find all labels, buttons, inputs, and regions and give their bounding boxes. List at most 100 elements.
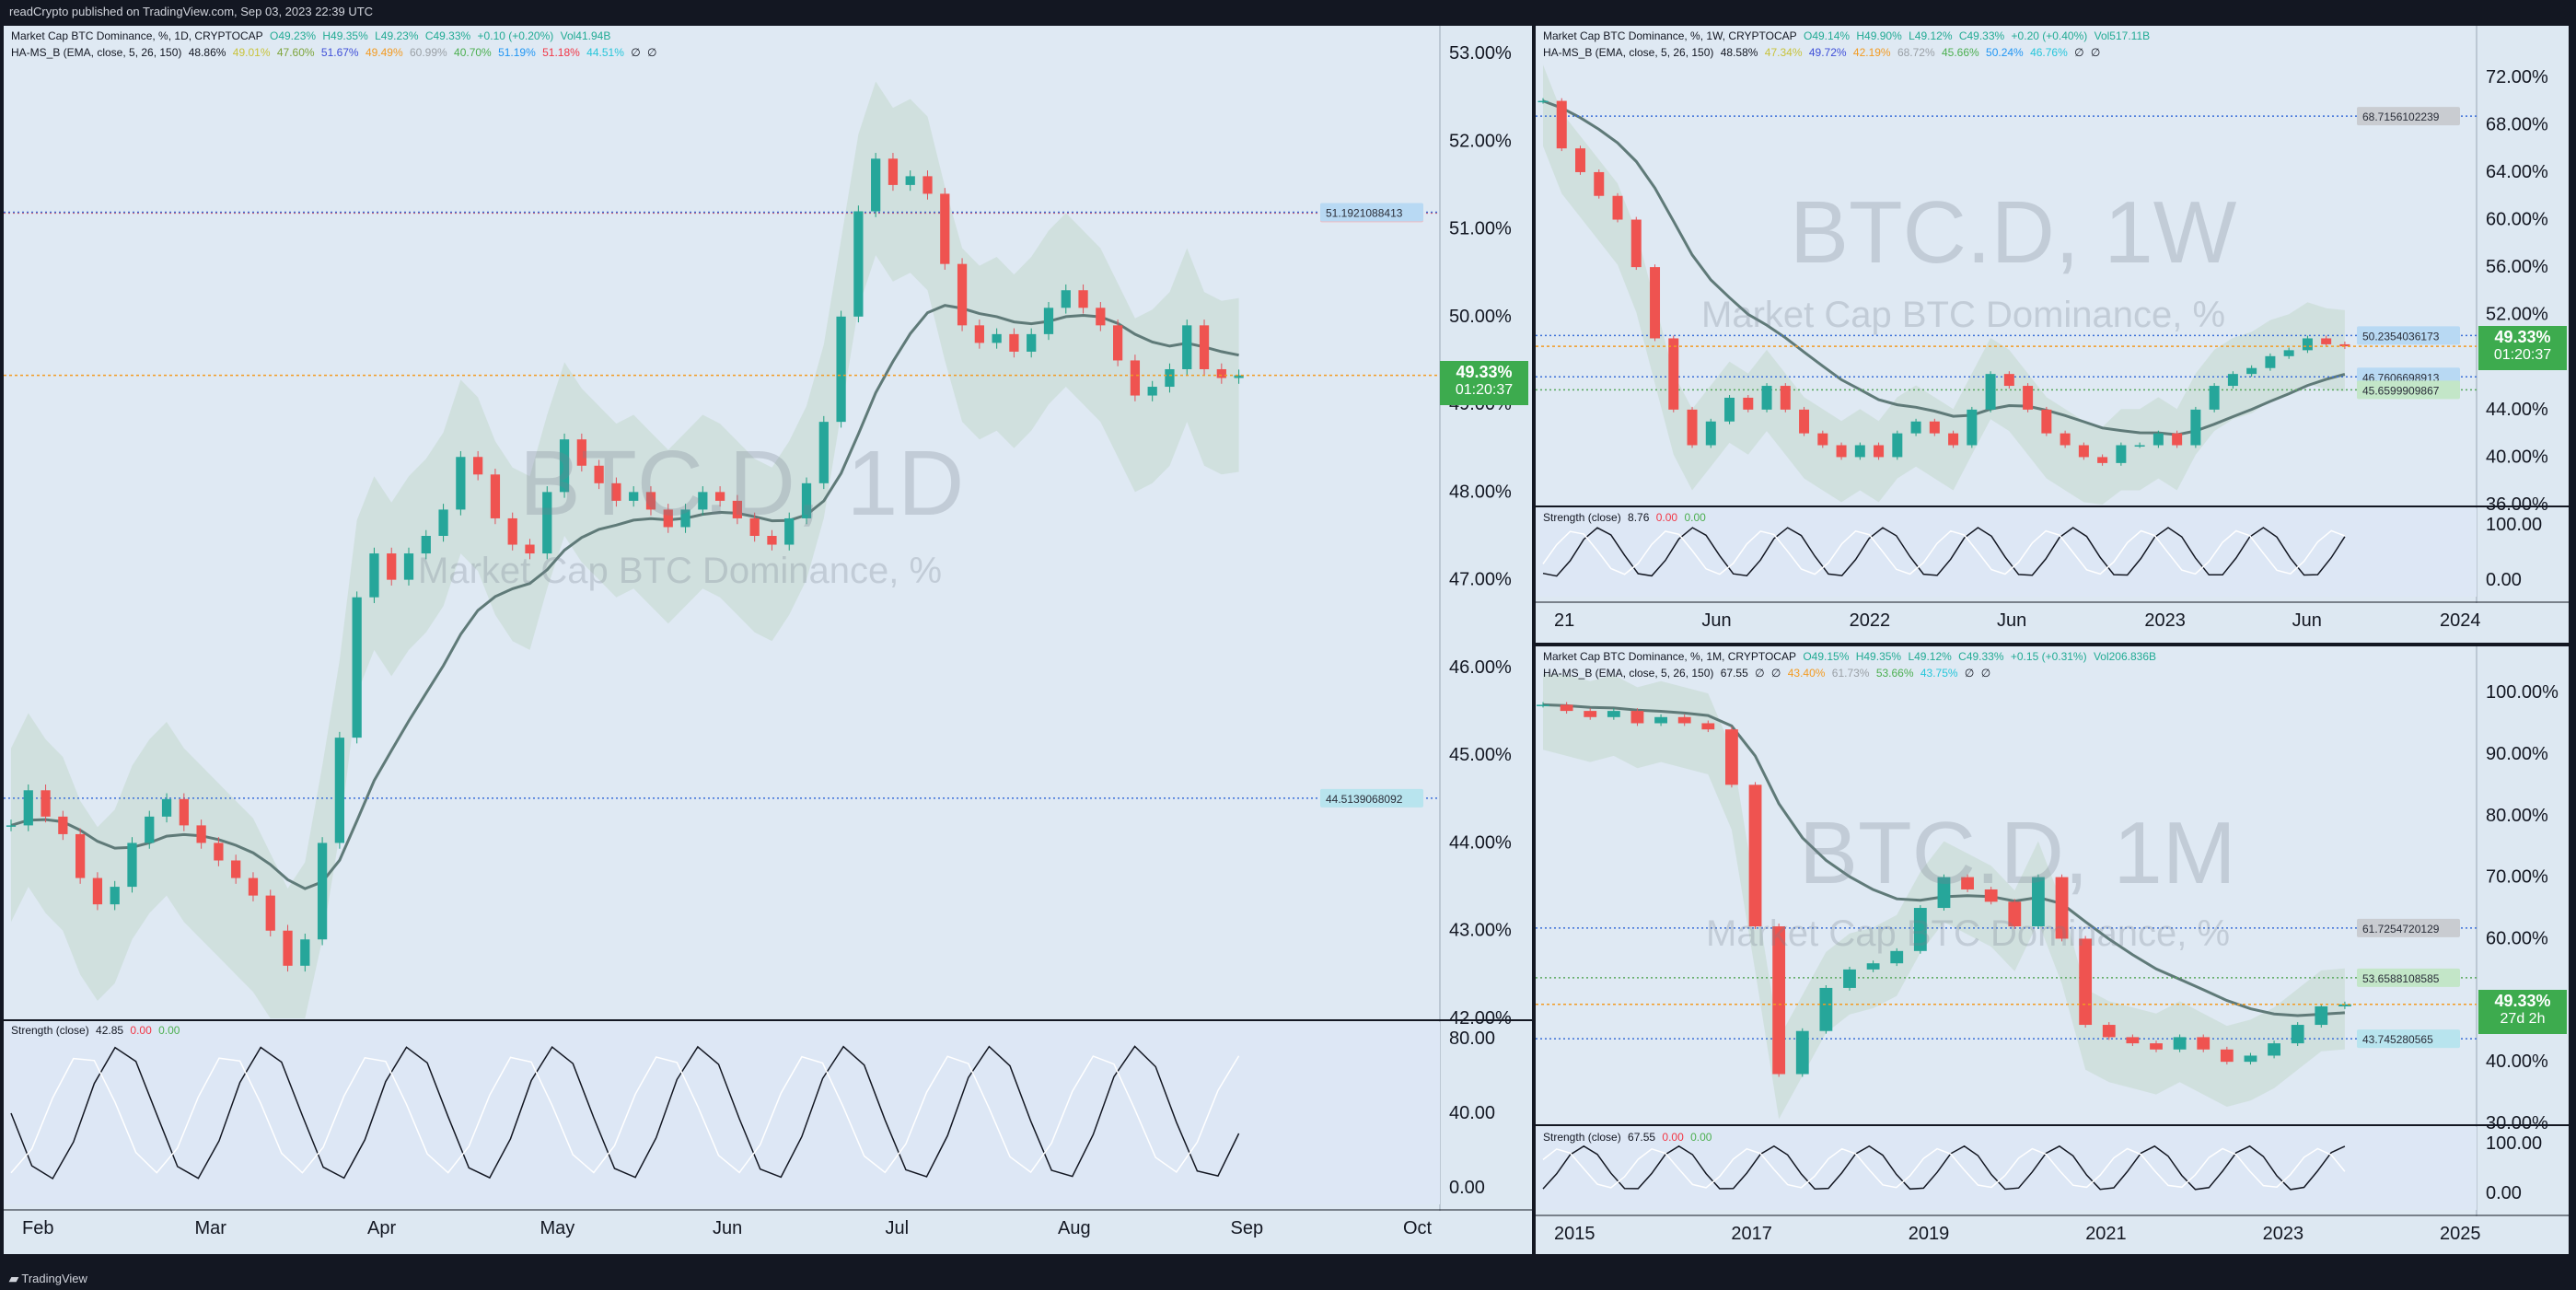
monthly-ind-v4: 61.73%	[1831, 667, 1870, 680]
weekly-candle-1	[1556, 100, 1567, 149]
weekly-y-tick-0: 72.00%	[2486, 67, 2548, 87]
monthly-high: H49.35%	[1855, 650, 1902, 663]
daily-osc-line-2	[10, 1055, 1240, 1174]
monthly-x-tick-1: 2017	[1731, 1224, 1772, 1244]
daily-candle-49	[853, 211, 864, 317]
monthly-chart-svg[interactable]: 100.00%90.00%80.00%70.00%60.00%50.00%40.…	[1536, 646, 2569, 1254]
daily-chart-panel[interactable]: 53.00%52.00%51.00%50.00%49.00%48.00%47.0…	[4, 26, 1532, 1254]
monthly-candle-29	[2220, 1049, 2234, 1063]
weekly-y-tick-1: 68.00%	[2486, 114, 2548, 134]
monthly-candle-17	[1937, 877, 1951, 909]
weekly-y-tick-8: 40.00%	[2486, 447, 2548, 467]
daily-candle-63	[1096, 308, 1106, 326]
weekly-x-tick-1: Jun	[1701, 610, 1731, 631]
monthly-ind-v0: 67.55	[1720, 667, 1748, 680]
daily-level-label-2: 44.5139068092	[1326, 793, 1403, 806]
daily-x-tick-8: Oct	[1403, 1218, 1433, 1238]
monthly-ind-v5: 53.66%	[1875, 667, 1914, 680]
weekly-candle-22	[1948, 433, 1959, 446]
weekly-candle-36	[2209, 386, 2220, 410]
tradingview-footer: ▰ TradingView	[0, 1268, 2576, 1290]
weekly-osc-legend: Strength (close) 8.76 0.00 0.00	[1543, 511, 1710, 524]
weekly-level-label-3: 45.6599909867	[2362, 384, 2440, 397]
daily-candle-34	[594, 465, 604, 483]
weekly-ind-v3: 42.19%	[1852, 46, 1891, 59]
daily-ind-v9: 44.51%	[586, 46, 624, 59]
daily-candle-38	[663, 509, 673, 528]
weekly-candle-14	[1799, 409, 1810, 434]
daily-candle-64	[1112, 325, 1123, 361]
monthly-ind-v3: 43.40%	[1787, 667, 1826, 680]
monthly-candle-9	[1748, 784, 1762, 927]
daily-candle-50	[871, 158, 881, 212]
monthly-osc-line	[1542, 1145, 2346, 1191]
daily-price-axis-bg	[1440, 26, 1532, 1254]
weekly-candle-28	[2060, 433, 2071, 446]
weekly-y-tick-7: 44.00%	[2486, 400, 2548, 420]
monthly-osc-v2: 0.00	[1662, 1131, 1684, 1144]
daily-candle-19	[334, 738, 345, 843]
daily-x-tick-3: May	[540, 1218, 575, 1238]
daily-ind-v6: 40.70%	[454, 46, 492, 59]
daily-ind-v8: 51.18%	[542, 46, 580, 59]
monthly-title: Market Cap BTC Dominance, %, 1M, CRYPTOC…	[1543, 650, 1796, 663]
daily-osc-bg	[4, 1022, 1440, 1204]
daily-ind-v10: ∅	[631, 46, 641, 59]
daily-y-tick-7: 46.00%	[1449, 657, 1512, 678]
daily-y-tick-0: 53.00%	[1449, 43, 1512, 64]
daily-candle-43	[749, 517, 760, 536]
daily-candle-17	[300, 939, 310, 966]
daily-last-price: 49.33%	[1456, 363, 1513, 381]
daily-candle-61	[1061, 290, 1071, 308]
daily-candle-11	[196, 825, 206, 843]
weekly-chart-panel[interactable]: 72.00%68.00%64.00%60.00%56.00%52.00%48.0…	[1536, 26, 2569, 643]
daily-candle-27	[473, 457, 483, 475]
weekly-level-label-0: 68.7156102239	[2362, 110, 2440, 123]
monthly-candle-32	[2291, 1025, 2304, 1044]
monthly-y-tick-4: 60.00%	[2486, 928, 2548, 948]
weekly-y-tick-9: 36.00%	[2486, 494, 2548, 515]
daily-ind-v11: ∅	[647, 46, 657, 59]
weekly-indicator-name: HA-MS_B (EMA, close, 5, 26, 150)	[1543, 46, 1714, 59]
daily-change: +0.10 (+0.20%)	[477, 29, 554, 42]
monthly-candle-3	[1607, 711, 1620, 717]
weekly-osc-line-2	[1542, 529, 2346, 575]
daily-indicator-name: HA-MS_B (EMA, close, 5, 26, 150)	[11, 46, 182, 59]
daily-chart-svg[interactable]: 53.00%52.00%51.00%50.00%49.00%48.00%47.0…	[4, 26, 1532, 1254]
daily-candle-46	[801, 482, 812, 518]
weekly-candle-32	[2134, 445, 2145, 447]
daily-candle-45	[784, 517, 795, 545]
monthly-level-label-bg-0	[2357, 918, 2460, 937]
monthly-legend-indicator: HA-MS_B (EMA, close, 5, 26, 150) 67.55 ∅…	[1543, 667, 1994, 680]
weekly-candle-42	[2321, 338, 2332, 344]
daily-volume: Vol41.94B	[560, 29, 611, 42]
monthly-y-tick-1: 90.00%	[2486, 744, 2548, 764]
daily-candle-6	[110, 887, 120, 905]
daily-candle-71	[1234, 375, 1244, 378]
daily-candle-25	[438, 509, 448, 536]
daily-open: O49.23%	[270, 29, 317, 42]
monthly-plot-bg	[1536, 646, 2477, 1123]
daily-ind-v1: 49.01%	[232, 46, 271, 59]
weekly-x-tick-5: Jun	[2292, 610, 2322, 631]
weekly-ind-v9: ∅	[2090, 46, 2101, 59]
daily-candle-41	[714, 492, 725, 501]
daily-level-label-bg-1	[1320, 203, 1423, 222]
daily-y-tick-9: 44.00%	[1449, 832, 1512, 853]
weekly-level-label-bg-0	[2357, 107, 2460, 126]
weekly-candle-18	[1874, 445, 1885, 458]
monthly-candle-19	[1984, 889, 1998, 902]
daily-x-tick-6: Aug	[1058, 1218, 1091, 1238]
daily-osc-legend: Strength (close) 42.85 0.00 0.00	[11, 1024, 183, 1037]
daily-candle-55	[957, 263, 968, 326]
daily-x-tick-4: Jun	[713, 1218, 742, 1238]
monthly-chart-panel[interactable]: 100.00%90.00%80.00%70.00%60.00%50.00%40.…	[1536, 646, 2569, 1254]
daily-candle-37	[645, 492, 656, 510]
weekly-x-axis-bg	[1536, 603, 2569, 643]
weekly-last-price-tag: 49.33% 01:20:37	[2478, 326, 2567, 370]
daily-legend-title: Market Cap BTC Dominance, %, 1D, CRYPTOC…	[11, 29, 614, 42]
monthly-last-price-tag: 49.33% 27d 2h	[2478, 990, 2567, 1034]
weekly-chart-svg[interactable]: 72.00%68.00%64.00%60.00%56.00%52.00%48.0…	[1536, 26, 2569, 643]
daily-candle-52	[905, 176, 915, 185]
daily-candle-29	[507, 517, 517, 545]
